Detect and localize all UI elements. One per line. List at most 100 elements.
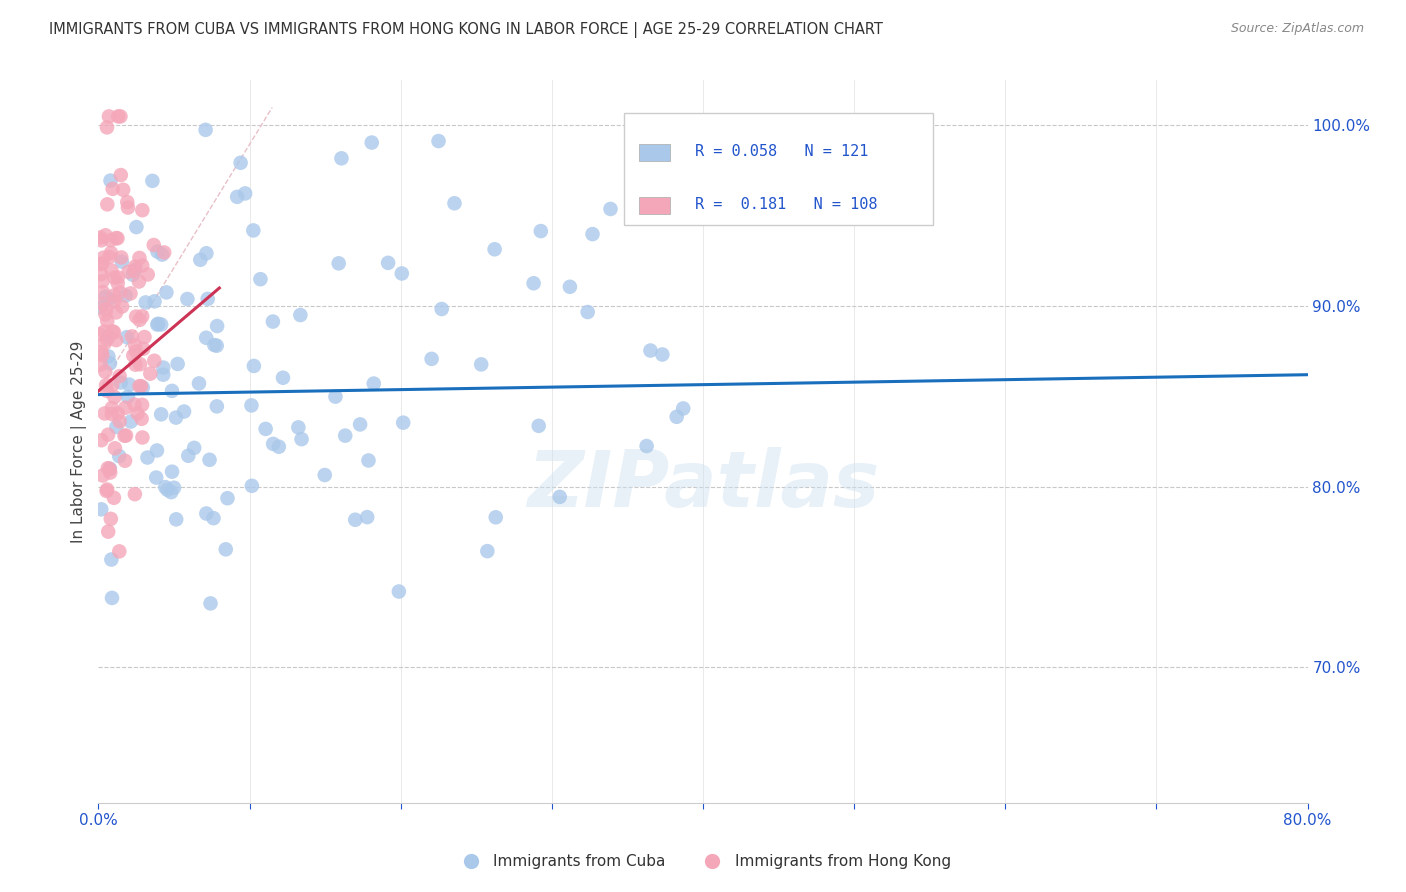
Point	[114, 401, 136, 415]
Point	[523, 277, 546, 291]
Point	[94, 289, 117, 303]
Point	[242, 223, 264, 237]
Point	[420, 351, 443, 366]
Point	[94, 378, 117, 392]
Point	[226, 190, 249, 204]
Point	[110, 376, 132, 390]
Point	[103, 325, 125, 339]
Point	[93, 251, 115, 265]
Point	[100, 552, 122, 566]
Point	[443, 196, 465, 211]
Point	[127, 406, 149, 420]
Point	[672, 401, 695, 416]
Point	[290, 308, 312, 322]
Point	[90, 358, 112, 372]
Point	[176, 292, 198, 306]
Point	[155, 480, 177, 494]
Point	[576, 305, 599, 319]
Point	[530, 224, 553, 238]
Point	[107, 109, 129, 123]
Point	[335, 428, 357, 442]
Point	[357, 453, 380, 467]
Point	[107, 270, 129, 285]
Point	[290, 432, 312, 446]
Point	[146, 244, 169, 259]
Point	[114, 454, 136, 468]
Point	[90, 267, 112, 281]
Point	[124, 358, 146, 372]
Point	[103, 270, 125, 285]
Point	[94, 307, 117, 321]
Point	[124, 487, 146, 501]
Point	[90, 301, 112, 315]
Point	[142, 238, 165, 252]
Point	[107, 407, 129, 421]
Point	[581, 227, 603, 241]
Point	[427, 134, 450, 148]
Point	[388, 584, 411, 599]
Point	[150, 318, 173, 332]
Point	[121, 329, 143, 343]
Point	[101, 591, 124, 605]
Text: R = 0.058   N = 121: R = 0.058 N = 121	[695, 145, 868, 160]
Point	[122, 349, 145, 363]
Point	[108, 369, 131, 384]
Point	[135, 295, 157, 310]
Point	[90, 233, 112, 247]
Point	[651, 347, 673, 361]
Point	[115, 330, 138, 344]
Text: ZIPatlas: ZIPatlas	[527, 447, 879, 523]
Point	[205, 339, 228, 353]
Point	[131, 203, 153, 218]
Point	[163, 481, 186, 495]
Point	[205, 400, 228, 414]
Point	[94, 302, 117, 317]
Point	[287, 420, 309, 434]
Point	[91, 274, 114, 288]
Point	[197, 292, 219, 306]
Point	[314, 468, 336, 483]
Point	[96, 483, 118, 498]
Point	[527, 418, 550, 433]
Point	[150, 247, 173, 261]
Point	[325, 390, 347, 404]
Legend: Immigrants from Cuba, Immigrants from Hong Kong: Immigrants from Cuba, Immigrants from Ho…	[449, 848, 957, 875]
Point	[93, 407, 115, 421]
Point	[98, 356, 121, 370]
Point	[96, 120, 118, 135]
Point	[485, 510, 508, 524]
Point	[131, 430, 153, 444]
Point	[360, 136, 382, 150]
Point	[100, 233, 122, 247]
Point	[128, 251, 150, 265]
Point	[91, 285, 114, 300]
Point	[134, 330, 156, 344]
Point	[165, 410, 187, 425]
Point	[143, 294, 166, 309]
Point	[94, 365, 117, 379]
Point	[188, 376, 211, 391]
Point	[101, 182, 124, 196]
Point	[217, 491, 239, 506]
Point	[97, 427, 120, 442]
Point	[155, 285, 177, 300]
Point	[98, 250, 121, 264]
Point	[117, 201, 139, 215]
Point	[200, 596, 222, 610]
Point	[105, 333, 128, 347]
Point	[233, 186, 256, 201]
Point	[100, 512, 122, 526]
Point	[129, 379, 152, 393]
Point	[94, 228, 117, 243]
Point	[215, 542, 238, 557]
Point	[665, 409, 688, 424]
Point	[828, 122, 851, 136]
Point	[91, 348, 114, 362]
Point	[195, 507, 218, 521]
Point	[146, 317, 169, 331]
Point	[349, 417, 371, 432]
FancyBboxPatch shape	[624, 112, 932, 225]
Point	[97, 524, 120, 539]
Point	[103, 288, 125, 302]
Y-axis label: In Labor Force | Age 25-29: In Labor Force | Age 25-29	[72, 341, 87, 542]
